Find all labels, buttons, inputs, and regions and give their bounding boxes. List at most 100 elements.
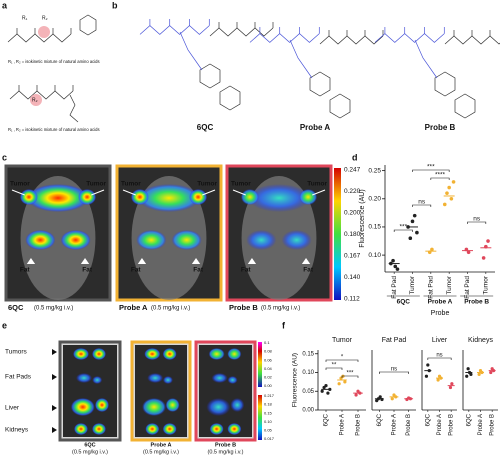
signal <box>246 230 277 250</box>
data-point <box>448 385 453 390</box>
panel-letter: e <box>2 320 7 330</box>
x-tick-label: Tumor <box>446 275 453 294</box>
image-label: Fat <box>20 267 31 274</box>
group-label: 6QC <box>397 299 411 306</box>
bond <box>319 35 384 45</box>
compound-name: Probe A <box>300 123 331 132</box>
arrowhead <box>137 258 147 264</box>
sig-bracket <box>412 204 432 207</box>
y-tick-label: 0.15 <box>302 351 314 357</box>
bond <box>374 33 445 43</box>
signal <box>145 423 160 435</box>
sig-bracket <box>379 371 409 374</box>
panel-letter: d <box>352 152 358 162</box>
signal <box>240 189 259 205</box>
group-label: Probe A <box>428 299 453 306</box>
subplot-title: Tumor <box>332 337 353 344</box>
x-tick-label: Probe B <box>490 414 496 436</box>
data-point <box>449 196 454 201</box>
x-tick-label: Probe B <box>449 414 455 436</box>
y-tick-label: 0.00 <box>302 408 314 414</box>
y-axis-label: Fluorescence (AU) <box>359 189 366 247</box>
x-tick-label: Probe B <box>356 414 362 436</box>
image-label: Tumor <box>197 181 217 188</box>
data-point <box>442 202 447 207</box>
linker <box>414 39 438 79</box>
image-label: Fat <box>131 267 142 274</box>
x-tick-label: Probe A <box>478 414 484 435</box>
signal <box>136 230 167 250</box>
data-point <box>395 267 400 271</box>
colorbar-label: 0.04 <box>264 366 273 371</box>
data-point <box>436 378 440 382</box>
organ-label: Kidneys <box>5 427 29 434</box>
sig-label: **** <box>435 172 446 179</box>
colorbar-label: 0.00 <box>264 383 273 388</box>
group-label: Probe B <box>464 299 489 306</box>
data-point <box>489 370 493 375</box>
arrowhead <box>191 258 201 264</box>
note: R₁ , R₂ = isokinetic mixture of natural … <box>8 127 100 132</box>
signal <box>171 230 202 250</box>
signal <box>144 348 161 360</box>
signal <box>73 348 89 360</box>
x-tick-label: 6QC <box>377 413 383 426</box>
data-point <box>354 393 358 397</box>
x-tick-label: 6QC <box>324 413 330 426</box>
bond <box>139 25 210 35</box>
linker <box>179 31 203 71</box>
organ-label: Liver <box>5 405 20 412</box>
ring <box>219 85 241 111</box>
y-axis-label: Fluorescence (AU) <box>292 353 299 407</box>
panel-letter: a <box>2 0 8 10</box>
arrowhead <box>26 258 36 264</box>
colorbar-label: 0.217 <box>264 393 275 398</box>
image-dose: (0.5 mg/kg i.v.) <box>34 306 73 312</box>
colorbar-label: 0.1 <box>264 340 270 345</box>
data-point <box>469 372 473 376</box>
colorbar-label: 0.140 <box>344 274 361 281</box>
data-point <box>326 391 330 395</box>
signal <box>92 376 103 384</box>
bond <box>444 35 500 45</box>
signal <box>227 348 242 360</box>
image-caption: Probe A <box>119 303 148 312</box>
panel-letter: f <box>282 320 286 330</box>
image-caption: 6QC <box>84 442 95 448</box>
image-label: Tumor <box>10 181 30 188</box>
signal <box>26 184 90 212</box>
data-point <box>320 389 324 393</box>
arrowhead <box>301 258 311 264</box>
y-tick-label: 0.20 <box>368 196 381 203</box>
x-tick-label: Probe A <box>437 414 443 435</box>
signal <box>206 398 231 416</box>
organ-label: Tumors <box>5 349 28 356</box>
x-tick-label: Fat Pad <box>428 276 435 299</box>
data-point <box>450 382 454 386</box>
image-inner <box>135 345 187 437</box>
data-point <box>486 239 490 243</box>
image-inner <box>63 345 117 437</box>
data-point <box>390 397 394 401</box>
image-dose: (0.5 mg/kg i.v.) <box>143 449 179 455</box>
data-point <box>343 380 347 384</box>
image-label: Tumor <box>86 181 106 188</box>
signal <box>74 423 88 435</box>
subplot-title: Fat Pad <box>382 337 407 344</box>
subplot-title: Kidneys <box>468 337 493 344</box>
x-tick-label: 6QC <box>425 413 431 426</box>
panel-letter: b <box>112 0 118 10</box>
bond <box>209 27 274 37</box>
signal <box>162 423 177 435</box>
signal <box>70 398 95 416</box>
subplot-title: Liver <box>432 337 448 344</box>
signal <box>162 376 173 384</box>
arrowhead <box>52 374 57 380</box>
sig-bracket <box>325 367 343 370</box>
colorbar-label: 0.200 <box>344 210 361 217</box>
sig-bracket <box>427 357 452 360</box>
arrowhead <box>52 349 57 355</box>
compound-name: 6QC <box>197 123 214 132</box>
signal <box>299 189 318 205</box>
